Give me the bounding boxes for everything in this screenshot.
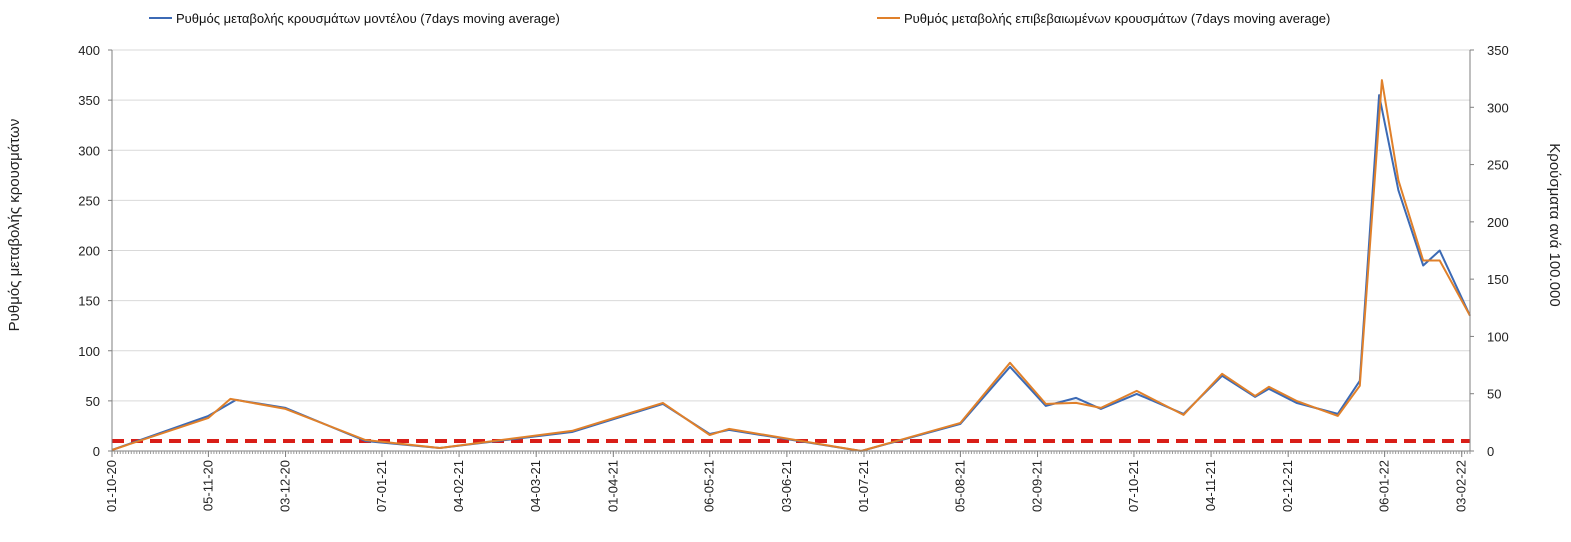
- y-left-tick-label: 50: [86, 394, 100, 409]
- x-tick-label: 02-12-21: [1280, 460, 1295, 512]
- axes: [108, 49, 1474, 457]
- x-tick-label: 03-06-21: [779, 460, 794, 512]
- x-tick-label: 06-01-22: [1377, 460, 1392, 512]
- gridlines: [112, 49, 1470, 402]
- legend: Ρυθμός μεταβολής κρουσμάτων μοντέλου (7d…: [149, 11, 1330, 26]
- x-tick-label: 03-02-22: [1454, 460, 1469, 512]
- x-tick-label: 01-04-21: [605, 460, 620, 512]
- y-left-tick-label: 150: [78, 294, 100, 309]
- y-right-tick-label: 100: [1487, 329, 1509, 344]
- x-tick-label: 04-02-21: [451, 460, 466, 512]
- y-right-tick-label: 300: [1487, 100, 1509, 115]
- y-right-tick-label: 250: [1487, 158, 1509, 173]
- y-left-axis-title: Ρυθμός μεταβολής κρουσμάτων: [6, 119, 23, 332]
- y-left-tick-labels: 0 50 100 150 200 250 300 350 400: [78, 43, 100, 459]
- y-right-tick-label: 350: [1487, 43, 1509, 58]
- x-tick-label: 06-05-21: [702, 460, 717, 512]
- legend-label-confirmed: Ρυθμός μεταβολής επιβεβαιωμένων κρουσμάτ…: [904, 11, 1330, 26]
- y-left-tick-label: 250: [78, 193, 100, 208]
- y-right-axis-title: Κρούσματα ανά 100.000: [1546, 143, 1563, 306]
- series-line-confirmed: [111, 79, 1471, 452]
- y-left-tick-label: 100: [78, 344, 100, 359]
- x-tick-labels: 01-10-20 05-11-20 03-12-20 07-01-21 04-02-21…: [104, 460, 1469, 512]
- y-right-tick-label: 150: [1487, 272, 1509, 287]
- y-left-tick-label: 300: [78, 143, 100, 158]
- y-left-tick-label: 400: [78, 43, 100, 58]
- y-left-tick-label: 350: [78, 93, 100, 108]
- x-tick-label: 01-10-20: [104, 460, 119, 512]
- y-left-tick-label: 0: [93, 444, 100, 459]
- y-right-tick-label: 200: [1487, 215, 1509, 230]
- x-tick-label: 05-11-20: [200, 460, 215, 511]
- x-tick-label: 07-01-21: [374, 460, 389, 512]
- x-tick-label: 05-08-21: [952, 460, 967, 512]
- x-tick-label: 04-03-21: [528, 460, 543, 512]
- series-line-model: [111, 94, 1471, 452]
- x-tick-label: 02-09-21: [1030, 460, 1045, 512]
- series-layer: [111, 79, 1471, 452]
- x-tick-label: 04-11-21: [1203, 460, 1218, 511]
- y-right-tick-labels: 0 50 100 150 200 250 300 350: [1487, 43, 1509, 459]
- y-right-tick-label: 0: [1487, 444, 1494, 459]
- x-tick-label: 07-10-21: [1126, 460, 1141, 512]
- x-tick-label: 01-07-21: [856, 460, 871, 512]
- legend-label-model: Ρυθμός μεταβολής κρουσμάτων μοντέλου (7d…: [176, 11, 560, 26]
- y-left-tick-label: 200: [78, 244, 100, 259]
- y-right-tick-label: 50: [1487, 387, 1501, 402]
- x-tick-label: 03-12-20: [278, 460, 293, 512]
